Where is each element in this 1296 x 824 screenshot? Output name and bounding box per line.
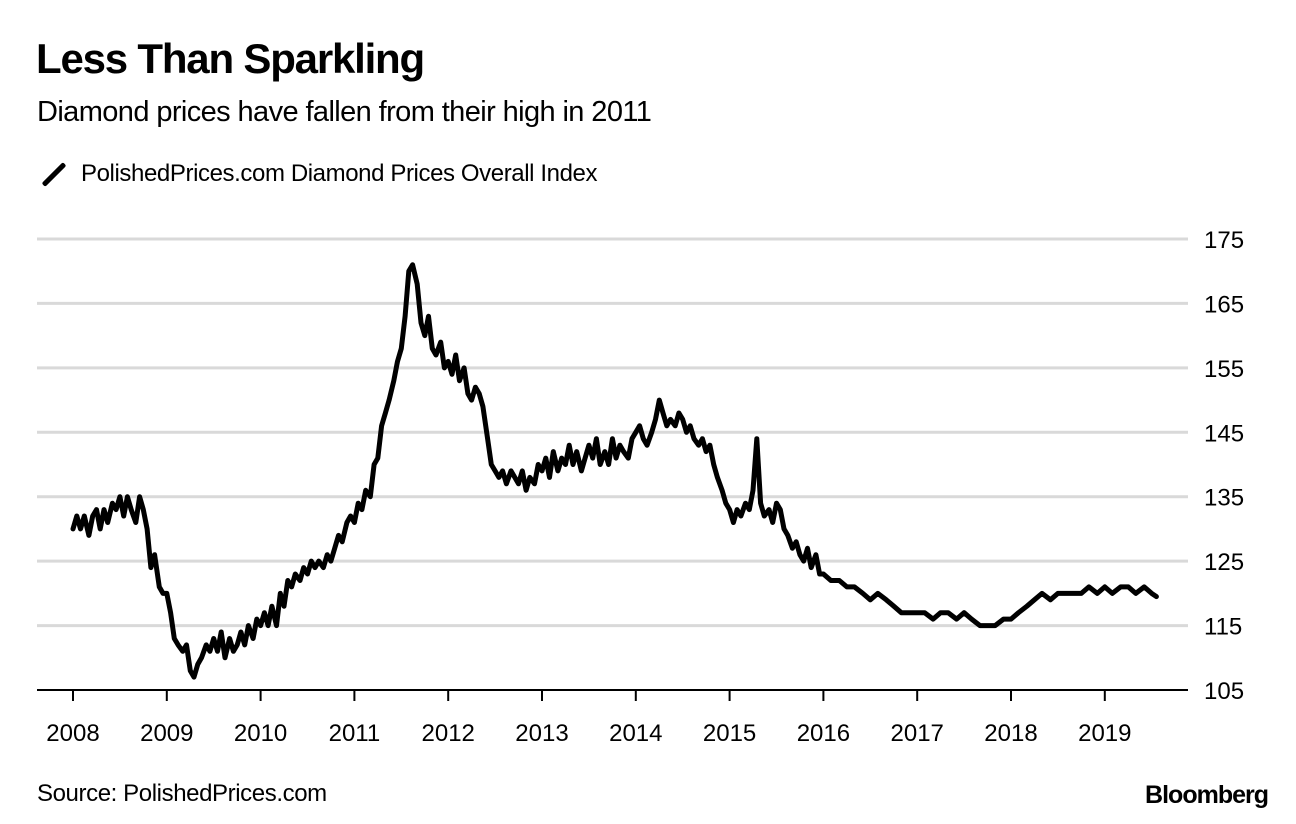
y-tick-label: 155 bbox=[1204, 356, 1244, 383]
bloomberg-logo: Bloomberg bbox=[1145, 781, 1269, 809]
x-tick-label: 2010 bbox=[234, 720, 287, 747]
y-tick-label: 105 bbox=[1204, 678, 1244, 705]
y-axis-labels: 105 115 125 135 145 155 165 175 bbox=[1204, 227, 1244, 705]
legend: PolishedPrices.com Diamond Prices Overal… bbox=[37, 158, 597, 190]
y-tick-label: 115 bbox=[1204, 614, 1242, 641]
x-tick-label: 2011 bbox=[329, 720, 381, 747]
x-tick-label: 2016 bbox=[797, 720, 850, 747]
x-tick-label: 2018 bbox=[984, 720, 1037, 747]
y-tick-label: 175 bbox=[1204, 227, 1244, 254]
series-line-diamond-index bbox=[70, 262, 1159, 680]
x-tick-label: 2014 bbox=[609, 720, 662, 747]
x-tick-label: 2015 bbox=[703, 720, 756, 747]
x-tick-label: 2019 bbox=[1078, 720, 1131, 747]
series-layer bbox=[70, 262, 1159, 680]
x-axis: 2008 2009 2010 2011 2012 2013 2014 2015 2016 2017… bbox=[37, 689, 1188, 747]
source-note: Source: PolishedPrices.com bbox=[37, 780, 327, 807]
legend-label: PolishedPrices.com Diamond Prices Overal… bbox=[81, 160, 598, 187]
chart-title: Less Than Sparkling bbox=[36, 35, 425, 82]
x-tick-label: 2008 bbox=[46, 720, 99, 747]
x-tick-label: 2009 bbox=[140, 720, 193, 747]
y-tick-label: 145 bbox=[1204, 420, 1244, 447]
y-tick-label: 135 bbox=[1204, 485, 1244, 512]
x-tick-label: 2017 bbox=[891, 720, 944, 747]
x-tick-label: 2012 bbox=[422, 720, 475, 747]
chart-subtitle: Diamond prices have fallen from their hi… bbox=[37, 96, 652, 128]
gridlines bbox=[37, 237, 1188, 628]
y-tick-label: 125 bbox=[1204, 549, 1244, 576]
x-tick-label: 2013 bbox=[515, 720, 568, 747]
y-tick-label: 165 bbox=[1204, 291, 1244, 318]
